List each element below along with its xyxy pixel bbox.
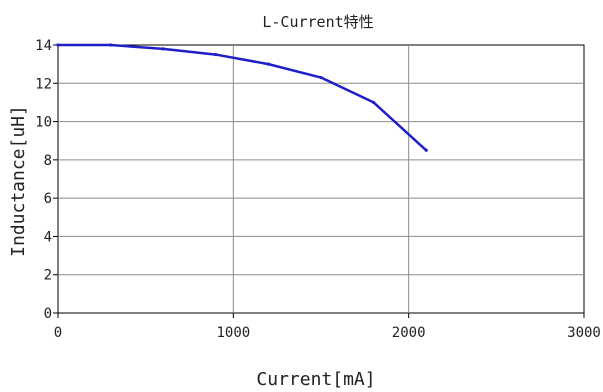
series-layer [56, 43, 428, 152]
data-point [372, 100, 376, 105]
y-tick-label: 6 [44, 191, 52, 207]
y-tick-label: 0 [44, 306, 52, 322]
series-line [58, 43, 428, 152]
y-tick-label: 10 [35, 115, 52, 131]
y-tick-label: 8 [44, 153, 52, 169]
chart-title: L-Current特性 [262, 13, 373, 31]
y-axis-label: Inductance[uH] [8, 105, 29, 257]
data-point [161, 47, 165, 51]
x-tick-label: 2000 [392, 325, 426, 341]
plot-area [57, 44, 585, 314]
x-tick-label: 0 [54, 325, 62, 341]
data-point [109, 43, 113, 47]
data-point [319, 75, 323, 80]
x-tick-label: 1000 [216, 325, 250, 341]
x-tick-label: 3000 [567, 325, 601, 341]
y-tick-label: 12 [35, 76, 52, 92]
data-point [424, 148, 428, 152]
y-tick-label: 14 [35, 38, 52, 54]
data-point [266, 62, 270, 66]
data-point [56, 43, 60, 47]
y-tick-label: 2 [44, 268, 52, 284]
grid [53, 44, 585, 318]
data-point [214, 52, 218, 57]
x-axis-label: Current[mA] [256, 369, 375, 390]
y-tick-label: 4 [44, 229, 52, 245]
tick-labels: 0 1000 2000 3000 0 2 4 6 8 10 12 14 [35, 38, 601, 341]
